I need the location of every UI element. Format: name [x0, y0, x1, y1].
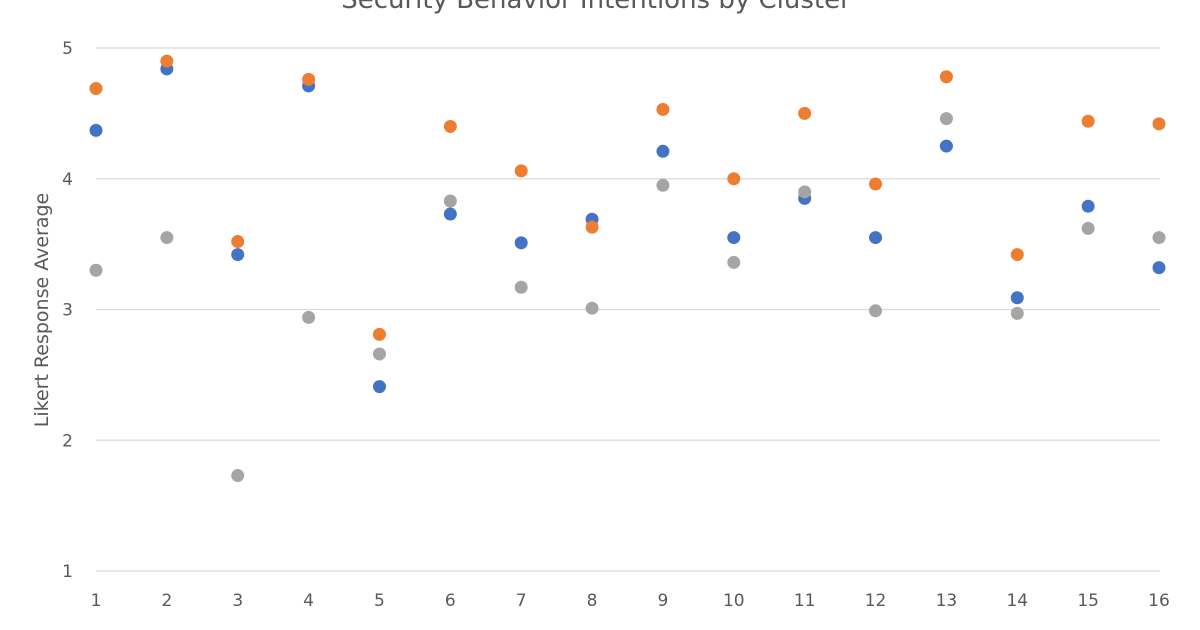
x-tick-label: 7: [516, 591, 527, 611]
data-point-series-3: [372, 327, 386, 341]
data-point-series-1: [443, 207, 457, 221]
x-tick-label: 2: [161, 591, 172, 611]
data-point-series-3: [160, 54, 174, 68]
data-point-series-2: [656, 178, 670, 192]
x-tick-label: 4: [303, 591, 314, 611]
x-tick-label: 15: [1077, 591, 1099, 611]
data-point-series-2: [443, 194, 457, 208]
x-tick-label: 12: [865, 591, 887, 611]
data-point-series-1: [869, 231, 883, 245]
data-point-series-1: [656, 144, 670, 158]
x-tick-label: 10: [723, 591, 745, 611]
data-point-series-2: [798, 185, 812, 199]
data-point-series-2: [89, 263, 103, 277]
y-tick-label: 2: [62, 431, 73, 451]
data-point-series-3: [585, 220, 599, 234]
data-point-series-3: [231, 235, 245, 249]
data-point-series-2: [939, 112, 953, 126]
x-tick-label: 6: [445, 591, 456, 611]
x-tick-label: 9: [658, 591, 669, 611]
data-point-series-3: [727, 172, 741, 186]
y-axis-label: Likert Response Average: [31, 193, 53, 428]
y-tick-label: 5: [62, 39, 73, 59]
x-tick-label: 1: [91, 591, 102, 611]
data-point-series-3: [656, 102, 670, 116]
data-point-series-3: [1081, 114, 1095, 128]
data-point-series-2: [160, 231, 174, 245]
data-point-series-3: [869, 177, 883, 191]
data-point-series-1: [1081, 199, 1095, 213]
x-tick-label: 5: [374, 591, 385, 611]
x-tick-label: 14: [1006, 591, 1028, 611]
y-tick-label: 3: [62, 301, 73, 321]
data-point-series-2: [302, 310, 316, 324]
data-point-series-2: [372, 347, 386, 361]
chart-title: Security Behavior Intentions by Cluster: [341, 0, 851, 15]
data-point-series-1: [231, 248, 245, 262]
y-tick-label: 1: [62, 562, 73, 582]
data-point-series-1: [1152, 261, 1166, 275]
data-point-series-1: [514, 236, 528, 250]
data-point-series-2: [727, 255, 741, 269]
x-tick-label: 11: [794, 591, 816, 611]
data-point-series-2: [1010, 306, 1024, 320]
data-point-series-1: [1010, 291, 1024, 305]
data-point-series-2: [231, 469, 245, 483]
data-point-series-3: [798, 106, 812, 120]
x-tick-label: 16: [1148, 591, 1170, 611]
data-point-series-1: [372, 380, 386, 394]
data-point-series-2: [869, 304, 883, 318]
data-point-series-2: [585, 301, 599, 315]
x-tick-label: 8: [587, 591, 598, 611]
x-tick-label: 13: [936, 591, 958, 611]
data-point-series-3: [443, 119, 457, 133]
data-point-series-3: [89, 82, 103, 96]
data-point-series-2: [1081, 221, 1095, 235]
y-tick-label: 4: [62, 170, 73, 190]
data-point-series-1: [727, 231, 741, 245]
data-point-series-3: [302, 72, 316, 86]
data-point-series-3: [939, 70, 953, 84]
data-point-series-1: [89, 123, 103, 137]
data-point-series-3: [514, 164, 528, 178]
data-point-series-2: [1152, 231, 1166, 245]
x-tick-label: 3: [232, 591, 243, 611]
data-point-series-3: [1152, 117, 1166, 131]
data-point-series-2: [514, 280, 528, 294]
data-point-series-3: [1010, 248, 1024, 262]
data-point-series-1: [939, 139, 953, 153]
